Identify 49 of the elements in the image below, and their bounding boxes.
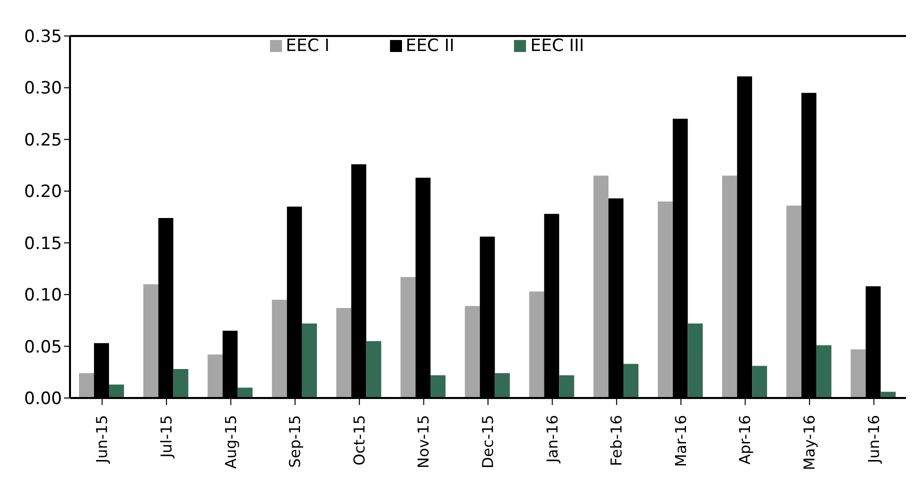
bar [623, 364, 638, 398]
legend-label: EEC I [286, 36, 330, 56]
bar [559, 375, 574, 398]
x-tick-label: Feb-16 [608, 415, 626, 466]
bar [688, 324, 703, 398]
x-tick-label: Apr-16 [736, 415, 754, 464]
bar [336, 308, 352, 398]
y-tick-label: 0.35 [24, 27, 62, 48]
bar [529, 291, 544, 398]
x-tick-label: May-16 [800, 415, 819, 470]
y-tick-label: 0.25 [24, 130, 62, 150]
legend-label: EEC II [406, 36, 454, 56]
bar [79, 373, 94, 398]
x-tick-label: Jan-16 [543, 415, 562, 464]
y-tick-label: 0.00 [24, 389, 62, 410]
x-tick-label: Sep-15 [286, 415, 304, 468]
bar [752, 366, 768, 398]
bar [238, 388, 253, 398]
x-tick-label: Dec-15 [479, 415, 497, 469]
y-tick-label: 0.20 [24, 182, 62, 202]
y-tick-label: 0.05 [24, 337, 62, 358]
bar [272, 300, 287, 398]
y-tick-label: 0.15 [24, 234, 62, 254]
bar [208, 354, 223, 398]
bar [464, 306, 480, 398]
bar [494, 373, 510, 398]
bar [143, 284, 158, 398]
x-tick-label: Nov-15 [414, 415, 433, 468]
bar [109, 384, 124, 398]
y-tick-label: 0.10 [24, 286, 62, 306]
x-tick-label: Mar-16 [672, 415, 690, 467]
x-tick-label: Aug-15 [222, 415, 240, 469]
x-tick-label: Jun-15 [93, 415, 112, 464]
x-tick-label: Oct-15 [350, 415, 368, 466]
bar [302, 324, 317, 398]
bar [658, 201, 673, 398]
bar [722, 176, 738, 398]
bar [400, 276, 416, 398]
bar [366, 341, 382, 398]
bar [430, 375, 446, 398]
bar [816, 345, 832, 398]
bar [593, 176, 608, 398]
bar [850, 349, 866, 398]
bar [786, 206, 802, 398]
x-tick-label: Jun-16 [864, 415, 883, 464]
y-tick-label: 0.30 [24, 78, 62, 99]
bar [173, 369, 188, 398]
x-tick-label: Jul-15 [157, 415, 176, 459]
legend-label: EEC III [530, 36, 584, 56]
